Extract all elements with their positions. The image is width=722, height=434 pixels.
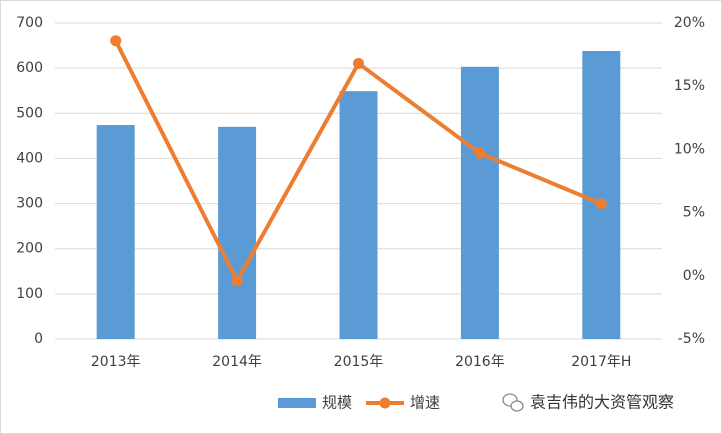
legend-swatch [379,397,391,409]
bar [218,126,257,339]
bar [96,125,135,339]
y2-tick-label: 0% [683,268,705,284]
x-tick-label: 2014年 [212,354,262,370]
y2-tick-label: 20% [674,15,705,31]
y-tick-label: 400 [16,150,43,166]
bar [460,66,499,339]
y2-tick-label: 5% [683,205,705,221]
legend-label: 规模 [322,394,352,412]
y2-tick-label: 15% [674,78,705,94]
y-tick-label: 700 [16,15,43,31]
watermark: 袁吉伟的大资管观察 [530,393,674,412]
y2-tick-label: -5% [678,331,705,347]
y2-tick-label: 10% [674,141,705,157]
x-tick-label: 2017年H [571,354,631,370]
y-tick-label: 600 [16,60,43,76]
legend-label: 增速 [410,394,440,412]
line-marker [595,198,607,210]
line-marker [231,275,243,287]
x-tick-label: 2015年 [334,354,384,370]
line-marker [474,147,486,159]
y-tick-label: 0 [34,331,43,347]
bar [339,91,378,339]
watermark-icon [502,393,524,412]
x-tick-label: 2013年 [91,354,141,370]
line-marker [353,57,364,69]
y-tick-label: 500 [16,105,43,121]
y-tick-label: 300 [16,196,43,212]
y-tick-label: 100 [16,286,43,302]
line-marker [110,35,122,47]
x-tick-label: 2016年 [455,354,505,370]
bar [582,50,621,339]
y-tick-label: 200 [16,241,43,257]
legend-swatch [278,398,316,408]
